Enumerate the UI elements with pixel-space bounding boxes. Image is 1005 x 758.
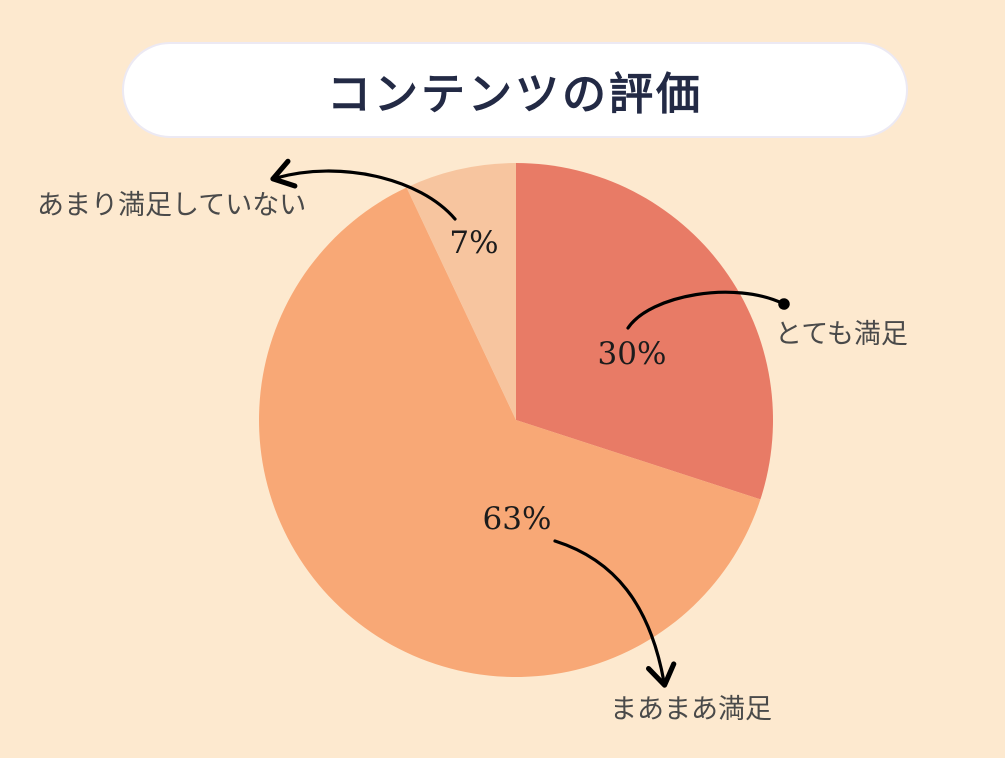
category-label-fairly-satisfied: まあまあ満足 (610, 694, 772, 725)
value-label-fairly-satisfied: 63% (483, 501, 552, 537)
callout-arrow-very-satisfied (626, 290, 790, 330)
value-label-very-satisfied: 30% (598, 336, 667, 372)
pie-slice-not-very-satisfied (406, 163, 516, 420)
pie-slice-very-satisfied (516, 163, 773, 500)
callout-arrow-fairly-satisfied (553, 539, 677, 688)
chart-title: コンテンツの評価 (327, 69, 703, 120)
chart-title-container: コンテンツの評価 (122, 42, 908, 138)
value-label-not-very-satisfied: 7% (449, 225, 498, 261)
pie-slices (258, 163, 773, 677)
callout-arrow-not-very-satisfied (270, 158, 457, 221)
category-label-not-very-satisfied: あまり満足していない (37, 190, 306, 221)
pie-slice-fairly-satisfied (258, 187, 761, 677)
category-label-very-satisfied: とても満足 (775, 319, 908, 350)
